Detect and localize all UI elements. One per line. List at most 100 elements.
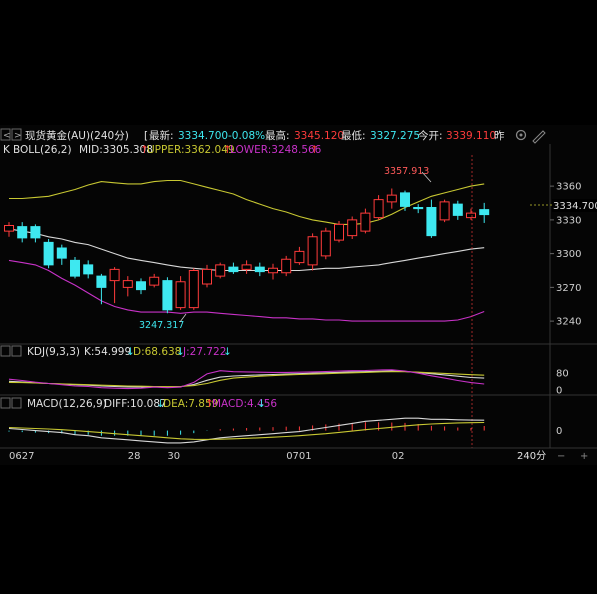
prev-arrow-icon[interactable]: < — [0, 128, 11, 141]
macd-diff-line — [8, 417, 485, 444]
kdj-j: J:27.722 — [182, 346, 226, 358]
k-label: K — [3, 144, 11, 156]
macd-prev-icon[interactable] — [0, 397, 11, 409]
candle-down — [162, 280, 173, 311]
candle-down — [96, 275, 107, 288]
low-annotation: 3247.317 — [139, 320, 184, 331]
price-tick-label: 3240 — [556, 317, 581, 328]
boll-lower-line — [8, 259, 485, 322]
macd-name: MACD(12,26,9) — [27, 398, 107, 410]
chart-background — [0, 125, 597, 465]
candle-up — [439, 201, 450, 221]
candle-down — [426, 207, 437, 237]
candle-up — [466, 212, 476, 219]
candle-up — [202, 268, 212, 285]
settings-icon[interactable] — [515, 129, 527, 141]
candle-up — [373, 199, 384, 219]
macd-dea: DEA:7.859 — [163, 398, 218, 410]
candle-up — [386, 194, 397, 203]
time-label: 02 — [392, 451, 405, 462]
candle-down — [479, 209, 490, 216]
zoom-in-button[interactable]: + — [580, 451, 588, 462]
svg-text:↑: ↑ — [205, 398, 214, 410]
change-percent: -0.08% — [228, 130, 265, 142]
boll-mid: MID:3305.308 — [79, 144, 153, 156]
macd-next-icon[interactable] — [11, 397, 22, 409]
high-value: 3345.120 — [294, 130, 344, 142]
low-label: 最低: — [341, 129, 366, 142]
price-tick-label: 3330 — [556, 215, 581, 226]
more-glyph: 昨 — [494, 130, 505, 142]
boll-lower: LOWER:3248.566 — [230, 144, 322, 156]
next-arrow-icon[interactable]: > — [11, 128, 22, 141]
svg-text:↑: ↑ — [140, 144, 149, 156]
svg-text:↓: ↓ — [176, 346, 185, 358]
kdj-prev-icon[interactable] — [0, 345, 11, 357]
high-pointer — [421, 171, 432, 183]
candle-up — [149, 276, 160, 286]
candle-down — [70, 259, 80, 277]
candle-up — [241, 264, 252, 270]
kdj-k: K:54.999 — [84, 346, 131, 358]
svg-text:↓: ↓ — [223, 346, 232, 358]
kdj-lines — [8, 369, 485, 390]
candle-up — [109, 268, 120, 282]
boll-upper: UPPER:3362.049 — [147, 144, 235, 156]
svg-text:↓: ↓ — [126, 346, 135, 358]
latest-value: 3334.700 — [178, 130, 228, 142]
instrument-title: 现货黄金(AU)(240分) — [25, 129, 129, 142]
candle-down — [452, 203, 463, 216]
macd-diff: DIFF:10.087 — [104, 398, 167, 410]
svg-text:↓: ↓ — [156, 398, 165, 410]
candle-up — [281, 258, 292, 274]
low-pointer — [179, 313, 187, 323]
candle-up — [307, 236, 318, 266]
kdj-d-line — [8, 371, 485, 388]
macd-series — [8, 417, 485, 444]
candle-down — [254, 266, 265, 273]
open-label: 今开: — [418, 129, 443, 142]
high-label: 最高: — [265, 129, 290, 142]
kdj-tick-label: 0 — [556, 385, 562, 396]
candle-up — [122, 280, 133, 288]
price-axis: 3240 3270 3300 3330 3360 — [550, 182, 581, 328]
candle-up — [215, 264, 226, 277]
candle-down — [30, 226, 41, 239]
zoom-out-button[interactable]: − — [557, 451, 565, 462]
price-tick-label: 3270 — [556, 283, 581, 294]
candle-down — [136, 281, 146, 291]
macd-value: MACD:4.456 — [212, 398, 277, 410]
svg-text:↑: ↑ — [310, 144, 319, 156]
kdj-name: KDJ(9,3,3) — [27, 346, 80, 358]
macd-axis: 0 — [556, 426, 562, 437]
time-label: 0627 — [9, 451, 34, 462]
candle-up — [320, 230, 331, 257]
candle-down — [413, 207, 424, 210]
svg-text:<: < — [3, 131, 11, 141]
candle-up — [175, 281, 186, 309]
candle-up — [188, 270, 199, 309]
kdj-next-icon[interactable] — [11, 345, 22, 357]
candle-up — [334, 223, 344, 241]
kdj-d: D:68.638 — [133, 346, 181, 358]
time-label: 30 — [167, 451, 180, 462]
svg-text:>: > — [14, 131, 22, 141]
price-tick-label: 3360 — [556, 182, 581, 193]
current-price-tag: 3334.700 — [553, 201, 597, 212]
candles — [4, 188, 490, 314]
macd-dea-line — [8, 421, 485, 440]
candle-down — [400, 192, 410, 207]
boll-legend: K BOLL(26,2) MID:3305.308 ↑ UPPER:3362.0… — [3, 144, 322, 156]
candle-down — [56, 247, 67, 259]
time-axis: 0627 28 30 0701 02 — [9, 451, 405, 462]
svg-text:[: [ — [144, 130, 148, 142]
candle-up — [360, 212, 371, 232]
kdj-legend: KDJ(9,3,3) K:54.999 ↓ D:68.638 ↓ J:27.72… — [0, 345, 232, 358]
kdj-j-line — [8, 369, 485, 390]
boll-name: BOLL(26,2) — [13, 144, 72, 156]
edit-pencil-icon[interactable] — [532, 130, 546, 144]
svg-text:↓: ↓ — [257, 398, 266, 410]
timeframe-label[interactable]: 240分 — [517, 450, 546, 462]
macd-tick-label: 0 — [556, 426, 562, 437]
